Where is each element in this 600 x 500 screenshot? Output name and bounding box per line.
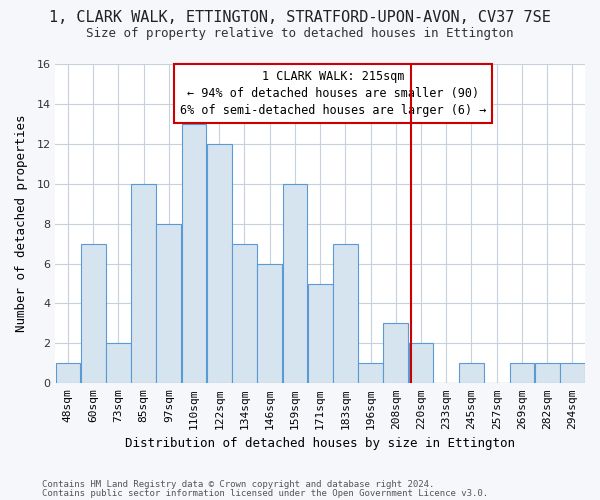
Text: 1, CLARK WALK, ETTINGTON, STRATFORD-UPON-AVON, CV37 7SE: 1, CLARK WALK, ETTINGTON, STRATFORD-UPON… (49, 10, 551, 25)
Bar (358, 364, 383, 384)
X-axis label: Distribution of detached houses by size in Ettington: Distribution of detached houses by size … (125, 437, 515, 450)
Bar (157, 224, 181, 384)
Text: 1 CLARK WALK: 215sqm
← 94% of detached houses are smaller (90)
6% of semi-detach: 1 CLARK WALK: 215sqm ← 94% of detached h… (179, 70, 486, 117)
Text: Size of property relative to detached houses in Ettington: Size of property relative to detached ho… (86, 28, 514, 40)
Text: Contains HM Land Registry data © Crown copyright and database right 2024.: Contains HM Land Registry data © Crown c… (42, 480, 434, 489)
Bar (207, 144, 232, 384)
Bar (56, 364, 80, 384)
Bar (383, 324, 408, 384)
Bar (257, 264, 282, 384)
Bar (81, 244, 106, 384)
Bar (333, 244, 358, 384)
Y-axis label: Number of detached properties: Number of detached properties (15, 115, 28, 332)
Bar (131, 184, 156, 384)
Bar (459, 364, 484, 384)
Bar (106, 344, 131, 384)
Bar (182, 124, 206, 384)
Bar (535, 364, 560, 384)
Bar (283, 184, 307, 384)
Bar (409, 344, 433, 384)
Bar (560, 364, 585, 384)
Bar (509, 364, 535, 384)
Text: Contains public sector information licensed under the Open Government Licence v3: Contains public sector information licen… (42, 490, 488, 498)
Bar (232, 244, 257, 384)
Bar (308, 284, 332, 384)
